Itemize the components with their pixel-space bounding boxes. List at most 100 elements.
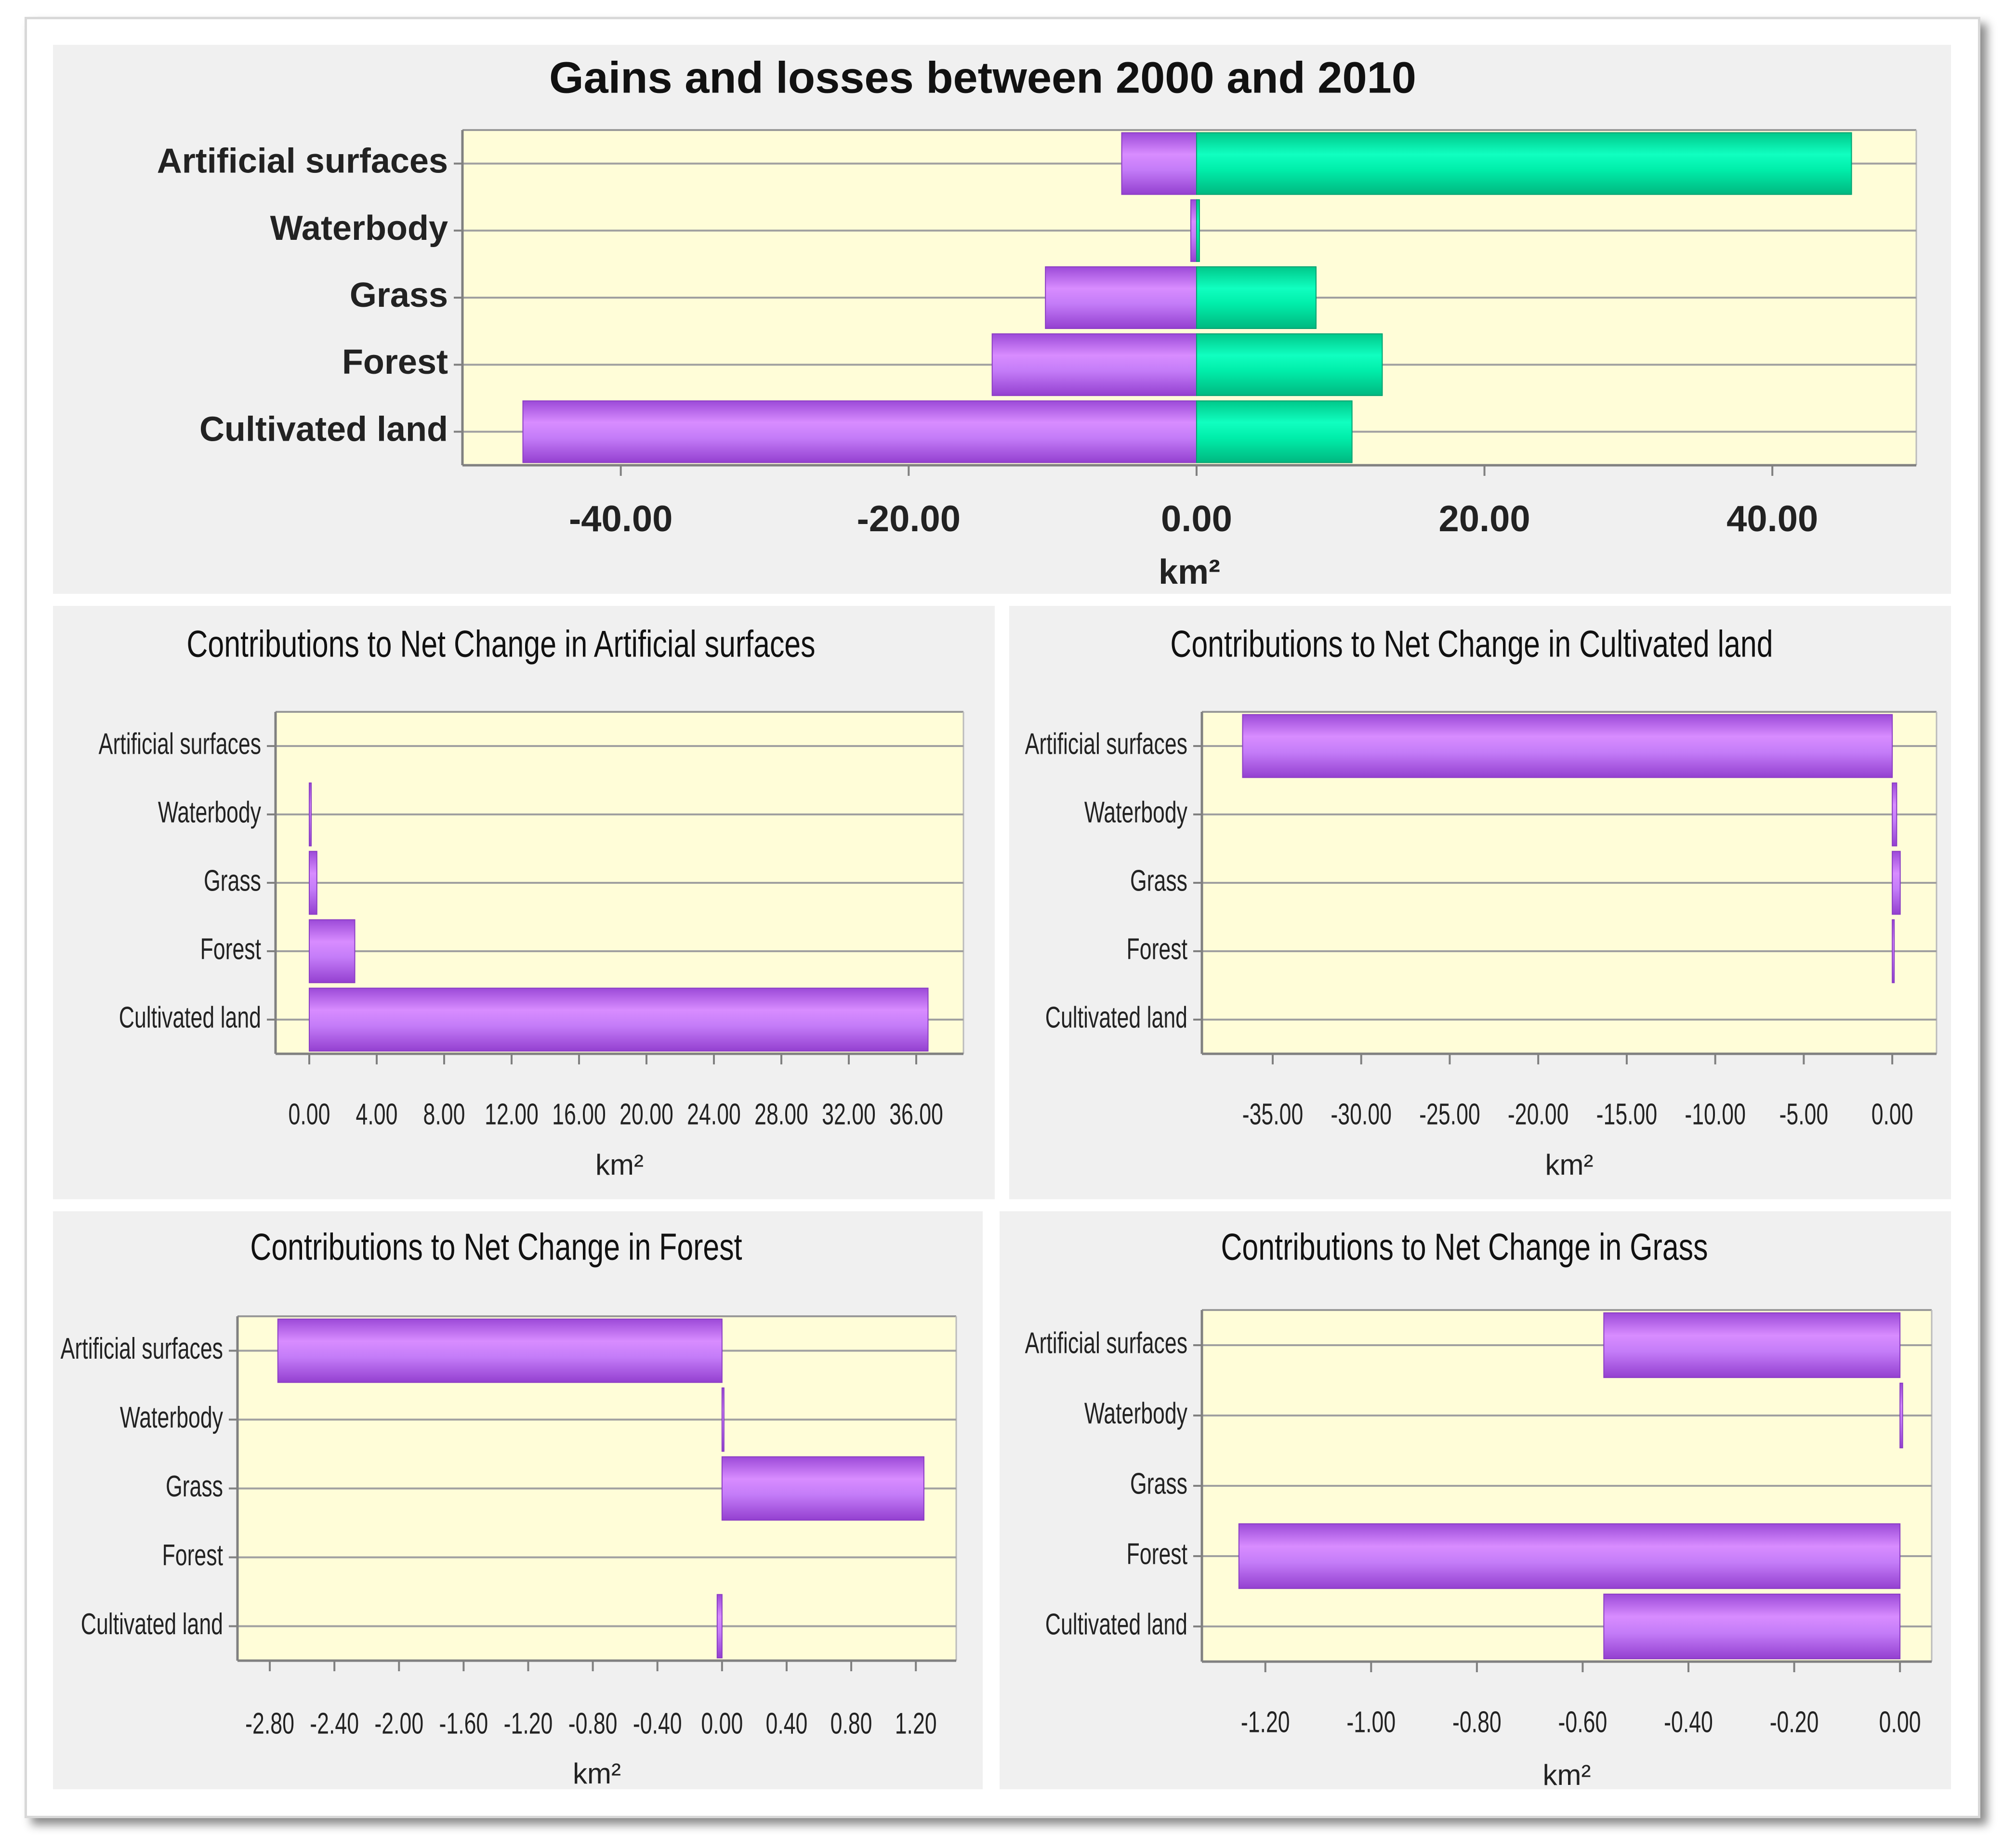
chart-title: Contributions to Net Change in Forest bbox=[250, 1226, 742, 1268]
x-tick-label: -1.20 bbox=[504, 1707, 553, 1740]
x-tick-label: -1.20 bbox=[1241, 1705, 1290, 1739]
x-tick-label: 20.00 bbox=[619, 1098, 673, 1131]
bar bbox=[1603, 1312, 1901, 1378]
category-label: Cultivated land bbox=[199, 410, 448, 448]
category-label: Artificial surfaces bbox=[157, 142, 448, 181]
chart-artificial-surfaces: Contributions to Net Change in Artificia… bbox=[99, 623, 964, 1181]
x-tick-label: -25.00 bbox=[1419, 1098, 1480, 1131]
bar bbox=[1242, 714, 1893, 778]
category-label: Forest bbox=[162, 1539, 223, 1572]
bar bbox=[1899, 1382, 1903, 1449]
chart-title: Contributions to Net Change in Grass bbox=[1221, 1226, 1708, 1268]
x-tick-label: 0.00 bbox=[289, 1098, 330, 1131]
x-tick-label: 8.00 bbox=[423, 1098, 465, 1131]
panel-forest: Contributions to Net Change in Forest Art… bbox=[53, 1211, 983, 1790]
category-label: Artificial surfaces bbox=[99, 727, 261, 760]
category-label: Cultivated land bbox=[1045, 1608, 1187, 1641]
category-label: Waterbody bbox=[158, 796, 261, 829]
x-tick-label: -0.80 bbox=[568, 1707, 618, 1740]
x-tick-label: 1.20 bbox=[895, 1707, 937, 1740]
x-tick-label: -40.00 bbox=[569, 498, 673, 539]
bar bbox=[1196, 199, 1200, 262]
x-tick-label: -0.60 bbox=[1558, 1705, 1608, 1739]
x-tick-label: -5.00 bbox=[1779, 1098, 1829, 1131]
panel-gains-losses: Gains and losses between 2000 and 2010 Ar… bbox=[53, 45, 1951, 594]
bar bbox=[1892, 851, 1901, 915]
bar bbox=[522, 400, 1197, 463]
x-axis-label: km² bbox=[1543, 1759, 1591, 1789]
bar bbox=[1190, 199, 1197, 262]
bar bbox=[277, 1318, 723, 1383]
bar bbox=[309, 851, 317, 915]
panel-cultivated-land: Contributions to Net Change in Cultivate… bbox=[1009, 606, 1951, 1199]
x-tick-label: 24.00 bbox=[687, 1098, 741, 1131]
category-label: Grass bbox=[350, 276, 448, 315]
x-tick-label: 20.00 bbox=[1438, 498, 1530, 539]
x-tick-label: -1.60 bbox=[439, 1707, 488, 1740]
x-tick-label: -15.00 bbox=[1596, 1098, 1658, 1131]
category-label: Waterbody bbox=[1084, 1397, 1187, 1430]
x-tick-label: 32.00 bbox=[822, 1098, 876, 1131]
category-label: Artificial surfaces bbox=[1025, 1326, 1187, 1360]
x-tick-label: 0.40 bbox=[766, 1707, 808, 1740]
category-label: Cultivated land bbox=[119, 1001, 261, 1034]
x-axis-label: km² bbox=[1545, 1149, 1594, 1181]
x-axis-label: km² bbox=[595, 1149, 644, 1181]
x-tick-label: -20.00 bbox=[857, 498, 961, 539]
x-tick-label: -35.00 bbox=[1242, 1098, 1304, 1131]
bar bbox=[1196, 266, 1317, 329]
category-label: Waterbody bbox=[270, 209, 448, 248]
bar bbox=[721, 1387, 725, 1452]
x-tick-label: -0.40 bbox=[1664, 1705, 1713, 1739]
category-label: Waterbody bbox=[120, 1401, 223, 1434]
chart-title: Gains and losses between 2000 and 2010 bbox=[549, 53, 1416, 102]
bar bbox=[721, 1456, 924, 1521]
x-tick-label: 16.00 bbox=[552, 1098, 606, 1131]
bar bbox=[309, 919, 356, 983]
panel-grass: Contributions to Net Change in Grass Arti… bbox=[1000, 1211, 1951, 1791]
x-tick-label: 0.80 bbox=[830, 1707, 872, 1740]
x-tick-label: -0.20 bbox=[1770, 1705, 1819, 1739]
bar bbox=[1892, 919, 1895, 983]
category-label: Grass bbox=[1130, 864, 1187, 897]
category-label: Forest bbox=[342, 343, 448, 381]
panel-artificial-surfaces: Contributions to Net Change in Artificia… bbox=[53, 606, 995, 1199]
category-label: Cultivated land bbox=[81, 1608, 223, 1641]
x-tick-label: 36.00 bbox=[889, 1098, 943, 1131]
x-axis-label: km² bbox=[573, 1757, 621, 1789]
chart-grass: Contributions to Net Change in Grass Arti… bbox=[1025, 1226, 1933, 1791]
chart-gains-losses: Gains and losses between 2000 and 2010 Ar… bbox=[157, 53, 1917, 591]
x-tick-label: -20.00 bbox=[1508, 1098, 1569, 1131]
category-label: Waterbody bbox=[1084, 796, 1187, 829]
category-label: Artificial surfaces bbox=[61, 1332, 223, 1365]
bar bbox=[1121, 132, 1197, 195]
category-label: Artificial surfaces bbox=[1025, 727, 1187, 760]
chart-cultivated-land: Contributions to Net Change in Cultivate… bbox=[1025, 623, 1937, 1181]
x-tick-label: 40.00 bbox=[1726, 498, 1818, 539]
bar bbox=[1196, 400, 1353, 463]
x-tick-label: -30.00 bbox=[1331, 1098, 1392, 1131]
category-label: Grass bbox=[204, 864, 261, 897]
bar bbox=[309, 782, 312, 847]
x-tick-label: -0.80 bbox=[1452, 1705, 1502, 1739]
chart-title: Contributions to Net Change in Cultivate… bbox=[1170, 623, 1773, 665]
bar bbox=[716, 1594, 723, 1659]
bar bbox=[1892, 782, 1898, 847]
bar bbox=[1238, 1523, 1901, 1589]
x-tick-label: 0.00 bbox=[701, 1707, 743, 1740]
x-tick-label: 4.00 bbox=[356, 1098, 398, 1131]
x-tick-label: -1.00 bbox=[1346, 1705, 1396, 1739]
category-label: Cultivated land bbox=[1045, 1001, 1187, 1034]
x-tick-label: 28.00 bbox=[754, 1098, 808, 1131]
bar bbox=[991, 333, 1197, 396]
category-label: Grass bbox=[1130, 1467, 1187, 1500]
bar bbox=[1196, 132, 1852, 195]
category-label: Grass bbox=[166, 1470, 223, 1503]
bar bbox=[309, 987, 929, 1052]
category-label: Forest bbox=[1126, 932, 1187, 966]
bar bbox=[1603, 1593, 1901, 1660]
category-label: Forest bbox=[200, 932, 261, 966]
chart-forest: Contributions to Net Change in Forest Art… bbox=[61, 1226, 957, 1790]
x-tick-label: -2.80 bbox=[245, 1707, 294, 1740]
x-tick-label: -0.40 bbox=[633, 1707, 682, 1740]
